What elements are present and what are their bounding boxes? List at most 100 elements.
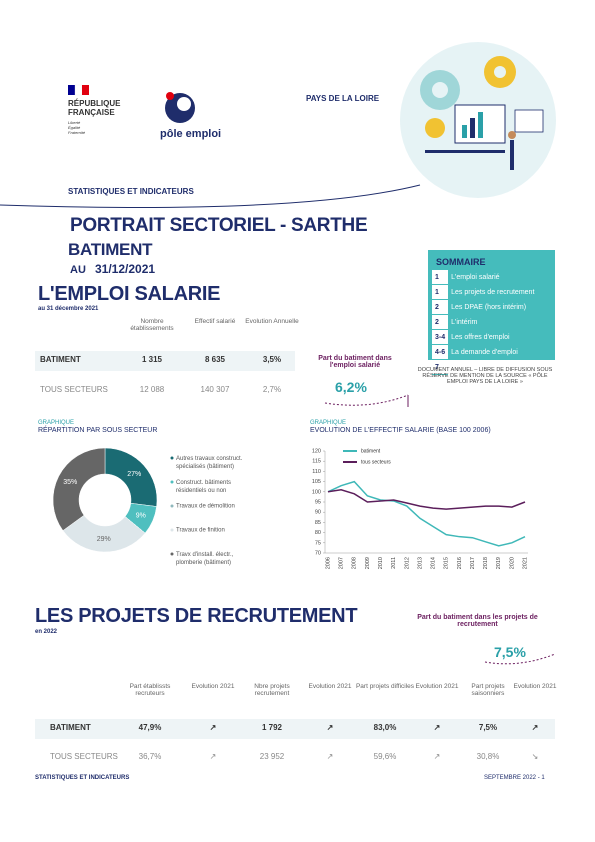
sommaire-label: Les projets de recrutement — [451, 288, 535, 296]
cell: ↗ — [326, 752, 334, 761]
cell: 3,5% — [262, 355, 282, 364]
motto-line: Fraternité — [68, 130, 86, 135]
header-curve — [0, 184, 421, 208]
legend-marker — [170, 456, 174, 460]
legend-marker — [170, 504, 174, 508]
x-tick-label: 2021 — [522, 557, 528, 569]
legend-line: spécialisés (bâtiment) — [176, 464, 234, 470]
share-label: Part du batiment dans les projets de rec… — [417, 614, 538, 628]
share-label: Part du batiment dans l'emploi salarié — [318, 355, 392, 369]
x-tick-label: 2018 — [483, 557, 489, 569]
section-title: L'EMPLOI SALARIE — [38, 283, 221, 305]
note: DOCUMENT ANNUEL – LIBRE DE DIFFUSION SOU… — [417, 367, 553, 385]
pie-icon — [425, 118, 445, 138]
column-header: Effectif salarié — [194, 318, 236, 325]
column-header: Evolution 2021 — [513, 683, 557, 690]
sommaire-page: 3-4 — [432, 329, 449, 345]
sommaire-list: 1 L'emploi salarié 1 Les projets de recrute… — [432, 270, 568, 375]
cell: 140 307 — [200, 385, 230, 394]
row-label: BATIMENT — [50, 723, 91, 732]
sommaire-item: 2 L'intérim — [432, 314, 568, 330]
sommaire-label: Les offres d'emploi — [451, 333, 510, 341]
x-tick-label: 2006 — [325, 557, 331, 569]
panel — [514, 109, 544, 133]
x-tick-label: 2007 — [339, 557, 345, 569]
sommaire-label: Les tensions sur le marché du travail — [451, 363, 566, 371]
republic: RÉPUBLIQUE FRANÇAISE — [68, 99, 121, 117]
row-highlight — [35, 719, 555, 739]
cell: ↗ — [326, 723, 334, 732]
y-tick-label: 85 — [315, 520, 321, 526]
pie-chart: 27% 9% 29% 35% Autres travaux construct. spéc… — [52, 447, 243, 566]
logo-dot — [166, 92, 174, 100]
cell: 1 315 — [141, 355, 163, 364]
row-highlight — [35, 351, 295, 371]
row-label: TOUS SECTEURS — [40, 385, 108, 394]
x-tick-label: 2017 — [470, 557, 476, 569]
section: STATISTIQUES ET INDICATEURS — [68, 187, 194, 196]
legend-label: tous secteurs — [361, 459, 391, 465]
x-tick-label: 2008 — [352, 557, 358, 569]
emploi-table: Nombre établissements Effectif salarié Evo… — [35, 318, 299, 408]
y-tick-label: 120 — [312, 448, 321, 454]
screen-bar — [462, 125, 467, 138]
cell: 8 635 — [204, 355, 226, 364]
decor-curve — [484, 653, 556, 665]
x-tick-label: 2014 — [431, 557, 437, 569]
cell: 23 952 — [259, 752, 285, 761]
cell: 12 088 — [139, 385, 165, 394]
cell: ↗ — [209, 723, 217, 732]
sommaire-label: La demande d'emploi — [451, 348, 518, 356]
section-title: LES PROJETS DE RECRUTEMENT — [35, 605, 358, 627]
slice-label: 9% — [136, 512, 146, 519]
cell: ↗ — [209, 752, 217, 761]
legend-label: Travaux de finition — [176, 528, 225, 534]
x-tick-label: 2009 — [365, 557, 371, 569]
y-tick-label: 70 — [315, 550, 321, 556]
legend-line: résidentiels ou non — [176, 488, 226, 494]
footer-right: SEPTEMBRE 2022 - 1 — [484, 775, 545, 781]
sommaire-label: Les DPAE (hors intérim) — [451, 303, 527, 311]
cell: ↘ — [531, 752, 539, 761]
share-decor — [484, 653, 556, 665]
cell: 83,0% — [373, 723, 397, 732]
date-prefix: AU — [70, 264, 86, 276]
share-value: 7,5% — [494, 644, 526, 660]
y-tick-label: 115 — [312, 459, 321, 465]
legend-label: Travaux de démolition — [176, 504, 235, 510]
legend-marker — [170, 528, 174, 532]
legend-line: plomberie (bâtiment) — [176, 560, 231, 566]
x-tick-label: 2013 — [417, 557, 423, 569]
slice-label: 27% — [127, 471, 141, 478]
sommaire-page: 7 — [432, 359, 449, 375]
share-decor — [324, 394, 409, 407]
date: 31/12/2021 — [95, 262, 156, 276]
footer-left: STATISTIQUES ET INDICATEURS — [35, 775, 130, 781]
column-header: Nombre établissements — [130, 318, 174, 332]
chart-label: GRAPHIQUE — [310, 420, 347, 426]
series-line — [327, 480, 526, 547]
sommaire-page: 1 — [432, 270, 449, 285]
region: PAYS DE LA LOIRE — [306, 94, 380, 103]
sommaire-box: SOMMAIRE 1 L'emploi salarié 1 Les projets d… — [428, 250, 565, 375]
flag-red — [82, 85, 89, 95]
sommaire-label: L'emploi salarié — [451, 273, 500, 281]
legend-line: Travx d'install. électr., — [176, 552, 234, 558]
cell: 59,6% — [373, 752, 397, 761]
screen-bar — [478, 112, 483, 138]
chart-title: EVOLUTION DE L'EFFECTIF SALARIE (BASE 10… — [310, 427, 491, 434]
chart-label: GRAPHIQUE — [38, 420, 75, 426]
y-tick-label: 80 — [315, 530, 321, 536]
title: PORTRAIT SECTORIEL - SARTHE — [70, 215, 368, 236]
sommaire-item: 1 L'emploi salarié — [432, 270, 568, 285]
column-header: Part projets difficiles — [355, 683, 415, 690]
row-label: TOUS SECTEURS — [50, 752, 118, 761]
x-tick-label: 2019 — [496, 557, 502, 569]
flag-white — [74, 84, 83, 96]
person-head — [508, 131, 516, 139]
sector: BATIMENT — [68, 240, 153, 259]
sommaire-item: 2 Les DPAE (hors intérim) — [432, 299, 568, 315]
logo-text: pôle emploi — [160, 128, 222, 140]
cell: ↗ — [433, 723, 441, 732]
